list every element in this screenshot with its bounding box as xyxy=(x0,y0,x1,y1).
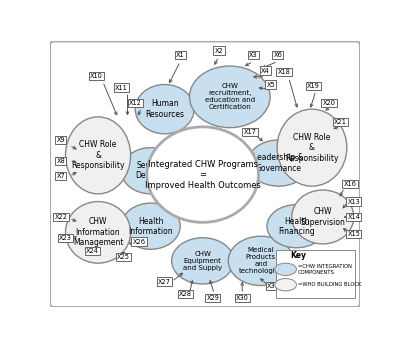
Text: X24: X24 xyxy=(86,248,99,254)
Text: CHW
Equipment
and Supply: CHW Equipment and Supply xyxy=(183,251,222,271)
Text: X14: X14 xyxy=(347,214,360,220)
Text: X19: X19 xyxy=(307,83,320,89)
Text: X22: X22 xyxy=(54,214,67,220)
Text: X31: X31 xyxy=(267,283,280,289)
Ellipse shape xyxy=(121,148,180,194)
Ellipse shape xyxy=(147,127,258,222)
FancyBboxPatch shape xyxy=(276,250,354,298)
Ellipse shape xyxy=(66,201,131,263)
Text: Service
Delivery: Service Delivery xyxy=(135,161,167,180)
Ellipse shape xyxy=(66,117,131,194)
Ellipse shape xyxy=(275,278,296,291)
Ellipse shape xyxy=(267,205,326,248)
Text: X11: X11 xyxy=(115,85,128,91)
Ellipse shape xyxy=(172,238,234,284)
Text: X9: X9 xyxy=(56,137,65,143)
Text: X16: X16 xyxy=(344,181,356,187)
Text: Key: Key xyxy=(290,251,306,260)
Text: Leadership &
Governance: Leadership & Governance xyxy=(253,154,304,173)
Text: X26: X26 xyxy=(133,239,146,245)
Ellipse shape xyxy=(275,263,296,275)
Text: X15: X15 xyxy=(347,231,360,237)
Ellipse shape xyxy=(135,85,194,134)
Text: CHW Role
&
Responsibility: CHW Role & Responsibility xyxy=(71,140,125,170)
Ellipse shape xyxy=(190,66,270,128)
Ellipse shape xyxy=(277,109,347,186)
Ellipse shape xyxy=(292,190,354,244)
FancyBboxPatch shape xyxy=(50,41,360,307)
Ellipse shape xyxy=(121,203,180,249)
Text: =CHW INTEGRATION
COMPONENTS: =CHW INTEGRATION COMPONENTS xyxy=(298,264,352,275)
Text: Health
Financing: Health Financing xyxy=(278,217,315,236)
Text: X4: X4 xyxy=(261,68,270,74)
Text: X2: X2 xyxy=(214,48,223,53)
Text: X6: X6 xyxy=(274,52,282,58)
Text: X12: X12 xyxy=(129,100,142,106)
Text: Human
Resources: Human Resources xyxy=(145,99,184,119)
Text: X7: X7 xyxy=(56,173,65,179)
Text: X21: X21 xyxy=(334,119,347,125)
Ellipse shape xyxy=(248,140,310,186)
Text: X10: X10 xyxy=(90,73,103,79)
Text: CHW
Information
Management: CHW Information Management xyxy=(73,217,123,247)
Text: X28: X28 xyxy=(179,291,192,297)
Text: X17: X17 xyxy=(244,129,256,135)
Text: X8: X8 xyxy=(56,158,65,164)
Text: X3: X3 xyxy=(249,52,257,58)
Text: X18: X18 xyxy=(278,69,290,75)
Text: =WHO BUILDING BLOCK: =WHO BUILDING BLOCK xyxy=(298,282,361,287)
Ellipse shape xyxy=(228,236,293,286)
Text: X13: X13 xyxy=(348,199,360,205)
Text: X1: X1 xyxy=(176,52,184,58)
Text: CHW
Supervision: CHW Supervision xyxy=(300,207,345,227)
Text: Medical
Products
and
technologies: Medical Products and technologies xyxy=(238,247,283,274)
Text: X25: X25 xyxy=(117,254,130,260)
Text: Integrated CHW Programs
=
Improved Health Outcomes: Integrated CHW Programs = Improved Healt… xyxy=(145,160,261,189)
Text: X23: X23 xyxy=(59,235,72,241)
Text: CHW Role
&
Responsibility: CHW Role & Responsibility xyxy=(285,133,339,162)
Text: Health
Information: Health Information xyxy=(128,217,173,236)
Text: CHW
recruitment,
education and
Certification: CHW recruitment, education and Certifica… xyxy=(205,83,255,110)
Text: X20: X20 xyxy=(322,100,336,106)
Text: X30: X30 xyxy=(236,295,249,301)
Text: X5: X5 xyxy=(266,81,275,88)
Text: X29: X29 xyxy=(206,295,219,301)
Text: X27: X27 xyxy=(158,279,171,285)
